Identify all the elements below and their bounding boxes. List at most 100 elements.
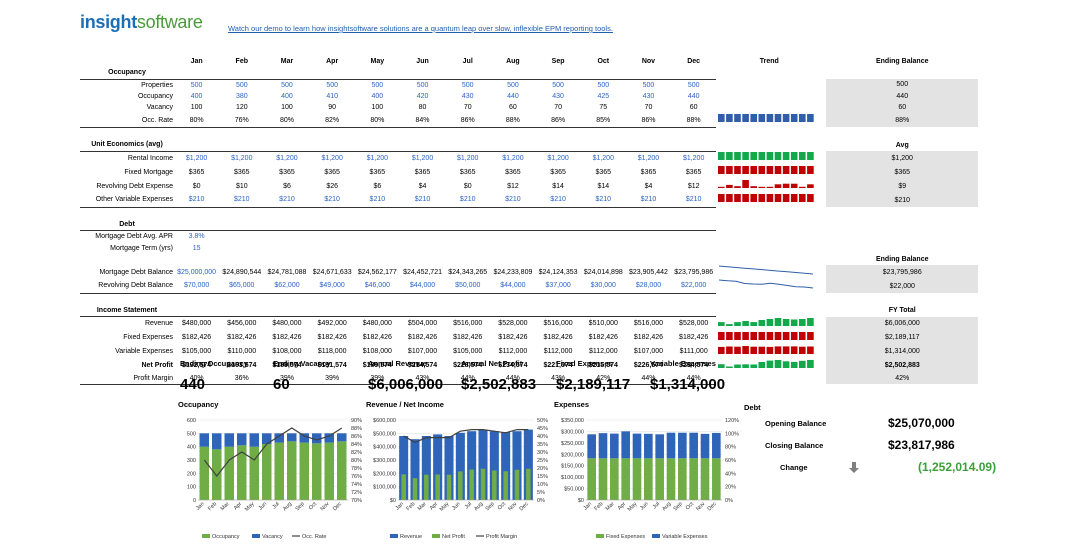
- bar-revenue: [433, 434, 443, 500]
- cell-value: 500: [354, 78, 400, 91]
- cell-value: $24,452,721: [403, 268, 442, 276]
- empty: [445, 230, 491, 243]
- y-tick-label: 0: [193, 498, 196, 504]
- cell-value: 70: [463, 104, 472, 112]
- spark-bar: [750, 331, 758, 340]
- legend-swatch: [390, 534, 398, 538]
- cell-value: $1,200: [264, 150, 310, 166]
- y2-tick-label: 60%: [725, 458, 736, 464]
- cell-value: $65,000: [219, 279, 265, 294]
- cell-value: 70: [644, 104, 653, 112]
- x-tick-label: Oct: [308, 501, 319, 512]
- down-arrow-icon: [849, 462, 859, 473]
- x-tick-label: Oct: [497, 501, 508, 512]
- spark-bar: [734, 114, 742, 123]
- y-tick-label: 600: [187, 418, 196, 424]
- cell-value: $210: [625, 193, 672, 208]
- month-header: Apr: [326, 58, 339, 66]
- sparkline: [718, 152, 814, 161]
- chart-legend: Occupancy Vacancy Occ. Rate: [202, 534, 326, 540]
- bar-fixed-expenses: [712, 458, 721, 500]
- empty: [264, 254, 309, 265]
- line-profit-margin: [403, 429, 529, 444]
- spark-bar: [734, 194, 742, 203]
- spark-bar: [783, 183, 790, 189]
- x-tick-label: Apr: [617, 501, 627, 511]
- empty: [671, 242, 716, 253]
- cell-value: 85%: [580, 113, 626, 128]
- table-row: Rental Income $1,200 $1,200 $1,200 $1,200 $1,…: [80, 150, 979, 166]
- spark-bar: [758, 166, 766, 175]
- cell-value: 500: [399, 78, 446, 91]
- cell-value: $210: [354, 193, 400, 208]
- spark-bar: [766, 331, 774, 340]
- spark-bar: [758, 346, 766, 354]
- empty: [310, 139, 355, 151]
- cell-value: $210: [535, 193, 581, 208]
- final-value: $9: [826, 179, 979, 194]
- month-header-row: Jan Feb Mar Apr May Jun Jul Aug Sep Oct Nov Dec Tren…: [80, 56, 978, 67]
- empty: [536, 254, 581, 265]
- trend-spark: [716, 151, 822, 165]
- cell-value: 44%: [671, 372, 717, 385]
- cell-value: 70: [554, 104, 562, 112]
- empty: [535, 230, 581, 243]
- trend-spark: [716, 79, 822, 91]
- empty: [536, 139, 581, 151]
- bar-net-profit: [458, 471, 463, 500]
- cell-value: 80: [418, 104, 427, 112]
- spark-bar: [774, 114, 782, 123]
- cell-value: 500: [445, 78, 491, 91]
- bar-fixed-expenses: [644, 458, 653, 500]
- x-tick-label: Apr: [233, 501, 243, 511]
- bar-vacancy: [262, 433, 272, 444]
- table-row: Profit Margin 40% 36% 39% 39% 39% 43% 44% 44% 43%…: [80, 372, 979, 385]
- y-tick-label: $100,000: [373, 485, 396, 491]
- row-label: Variable Expenses: [115, 348, 173, 356]
- empty: [355, 67, 400, 79]
- cell-value: 100: [190, 104, 203, 112]
- table-row: Revolving Debt Expense $0 $10 $6 $26 $6 $4 $0 $1…: [80, 179, 979, 194]
- cell-value: $10: [235, 182, 248, 190]
- cell-value: 60: [689, 104, 698, 112]
- cell-value: $215,574: [588, 362, 618, 370]
- section-title: [80, 254, 174, 265]
- month-header: Mar: [280, 58, 294, 66]
- bar-fixed-expenses: [689, 458, 698, 500]
- trend-spark: [716, 91, 822, 102]
- cell-value: 500: [535, 78, 581, 91]
- cell-value: $182,426: [181, 334, 212, 342]
- spark-bar: [750, 194, 758, 203]
- y-tick-label: $300,000: [561, 429, 584, 435]
- cell-value: 120: [235, 104, 248, 112]
- spark-bar: [774, 166, 782, 175]
- cell-value: $1,200: [671, 150, 717, 166]
- empty: [264, 305, 309, 317]
- trend-spark: [716, 179, 822, 193]
- spark-bar: [783, 194, 790, 203]
- spark-bar: [791, 319, 798, 326]
- spark-bar: [758, 114, 766, 123]
- y2-tick-label: 100%: [725, 431, 739, 437]
- empty: [310, 254, 355, 265]
- demo-link[interactable]: Watch our demo to learn how insightsoftw…: [228, 24, 613, 33]
- final-value: $210: [826, 193, 979, 208]
- cell-value: $24,671,633: [312, 268, 352, 276]
- cell-value: 400: [190, 93, 203, 101]
- legend-swatch: [432, 534, 440, 538]
- bar-variable-expenses: [632, 433, 642, 459]
- cell-value: $28,000: [625, 279, 672, 294]
- spark-bar: [766, 166, 774, 175]
- cell-value: 80%: [264, 113, 310, 128]
- spark-bar: [774, 346, 782, 354]
- spark-bar: [807, 317, 814, 326]
- spark-bar: [774, 331, 782, 340]
- spark-bar: [718, 194, 725, 203]
- empty: [626, 242, 671, 253]
- spark-bar: [734, 152, 742, 161]
- bar-net-profit: [446, 474, 452, 500]
- cell-value: $192,574: [181, 362, 212, 370]
- cell-value: $26: [326, 182, 338, 190]
- spark-bar: [799, 346, 806, 354]
- trend-spark: [716, 317, 822, 331]
